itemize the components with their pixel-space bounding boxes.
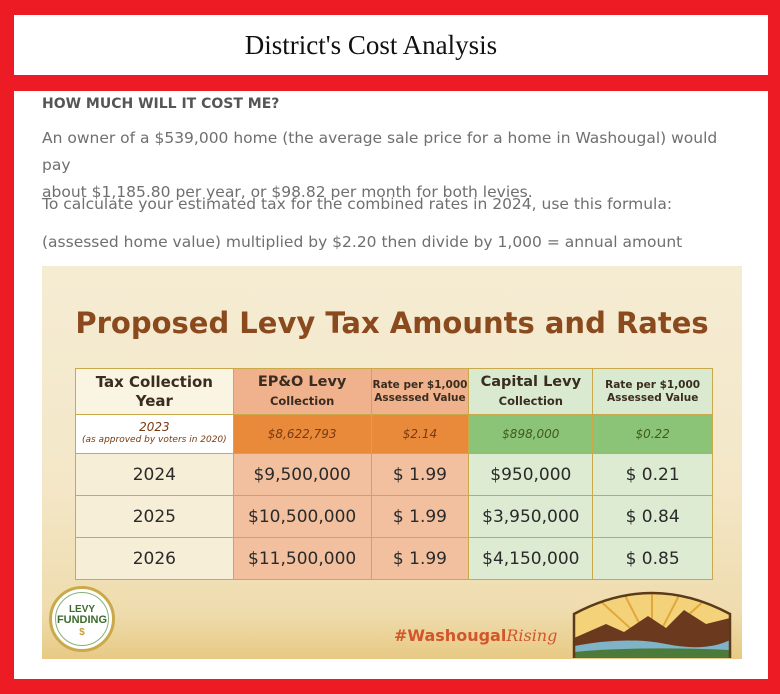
title-bar: District's Cost Analysis xyxy=(14,15,768,75)
cell-year: 2025 xyxy=(75,495,234,538)
levy-table: Tax Collection Year EP&O Levy Collection… xyxy=(75,368,713,580)
cell-cap: $950,000 xyxy=(468,453,594,496)
header-ep-line1: EP&O Levy xyxy=(257,373,347,390)
content-panel: HOW MUCH WILL IT COST ME? An owner of a … xyxy=(14,91,768,679)
cell-cap: $3,950,000 xyxy=(468,495,594,538)
cell-cap-rate-2023: $0.22 xyxy=(592,414,713,454)
cell-year-2023: 2023 (as approved by voters in 2020) xyxy=(75,414,234,454)
header-capital-levy: Capital Levy Collection xyxy=(468,368,594,415)
cost-paragraph-line1: An owner of a $539,000 home (the average… xyxy=(42,129,718,174)
cell-year: 2026 xyxy=(75,537,234,580)
cell-ep-2023: $8,622,793 xyxy=(232,414,372,454)
page-title: District's Cost Analysis xyxy=(244,29,498,60)
hashtag-main: #Washougal xyxy=(394,626,507,645)
badge-line1: LEVY xyxy=(68,604,96,615)
cost-paragraph-line2: about $1,185.80 per year, or $98.82 per … xyxy=(42,183,533,201)
cell-ep-rate: $ 1.99 xyxy=(370,495,470,538)
table-row: 2025 $10,500,000 $ 1.99 $3,950,000 $ 0.8… xyxy=(75,495,713,538)
table-header-row: Tax Collection Year EP&O Levy Collection… xyxy=(75,368,713,415)
header-ep-rate: Rate per $1,000 Assessed Value xyxy=(370,368,470,415)
header-ep-levy: EP&O Levy Collection xyxy=(232,368,372,415)
header-rate2-line2: Assessed Value xyxy=(606,391,699,404)
cell-cap-rate: $ 0.21 xyxy=(592,453,713,496)
header-capital-rate: Rate per $1,000 Assessed Value xyxy=(592,368,713,415)
cell-ep-rate: $ 1.99 xyxy=(370,537,470,580)
formula-intro: To calculate your estimated tax for the … xyxy=(42,195,673,213)
year-2023-note: (as approved by voters in 2020) xyxy=(81,435,227,445)
header-ep-line2: Collection xyxy=(269,393,335,408)
levy-infographic: Proposed Levy Tax Amounts and Rates Tax … xyxy=(42,266,742,659)
cell-ep-rate: $ 1.99 xyxy=(370,453,470,496)
table-row: 2024 $9,500,000 $ 1.99 $950,000 $ 0.21 xyxy=(75,453,713,496)
cell-cap-rate: $ 0.84 xyxy=(592,495,713,538)
badge-ring xyxy=(55,592,109,646)
badge-dollar: $ xyxy=(79,627,85,638)
washougal-sunrise-logo xyxy=(572,591,732,658)
header-rate2-line1: Rate per $1,000 xyxy=(605,378,701,391)
hashtag: #WashougalRising xyxy=(394,626,557,645)
header-year: Tax Collection Year xyxy=(75,368,234,415)
year-2023-label: 2023 xyxy=(139,420,170,434)
levy-funding-badge: LEVY FUNDING $ xyxy=(49,586,115,652)
section-heading: HOW MUCH WILL IT COST ME? xyxy=(42,96,280,112)
header-year-line1: Tax Collection xyxy=(95,372,213,391)
cell-ep-rate-2023: $2.14 xyxy=(370,414,470,454)
table-row-2023: 2023 (as approved by voters in 2020) $8,… xyxy=(75,414,713,454)
cost-paragraph: An owner of a $539,000 home (the average… xyxy=(42,125,742,206)
infographic-title: Proposed Levy Tax Amounts and Rates xyxy=(75,306,709,340)
header-rate1-line2: Assessed Value xyxy=(374,391,466,404)
cell-cap-2023: $898,000 xyxy=(468,414,594,454)
header-year-line2: Year xyxy=(135,391,173,410)
header-cap-line2: Collection xyxy=(498,393,563,408)
hashtag-script: Rising xyxy=(506,626,558,645)
cell-cap: $4,150,000 xyxy=(468,537,594,580)
cell-year: 2024 xyxy=(75,453,234,496)
cell-ep: $10,500,000 xyxy=(232,495,372,538)
header-cap-line1: Capital Levy xyxy=(480,373,582,390)
formula-text: (assessed home value) multiplied by $2.2… xyxy=(42,233,683,251)
cell-cap-rate: $ 0.85 xyxy=(592,537,713,580)
cell-ep: $9,500,000 xyxy=(232,453,372,496)
table-row: 2026 $11,500,000 $ 1.99 $4,150,000 $ 0.8… xyxy=(75,537,713,580)
header-rate1-line1: Rate per $1,000 xyxy=(372,378,468,391)
badge-line2: FUNDING xyxy=(56,614,108,626)
cell-ep: $11,500,000 xyxy=(232,537,372,580)
